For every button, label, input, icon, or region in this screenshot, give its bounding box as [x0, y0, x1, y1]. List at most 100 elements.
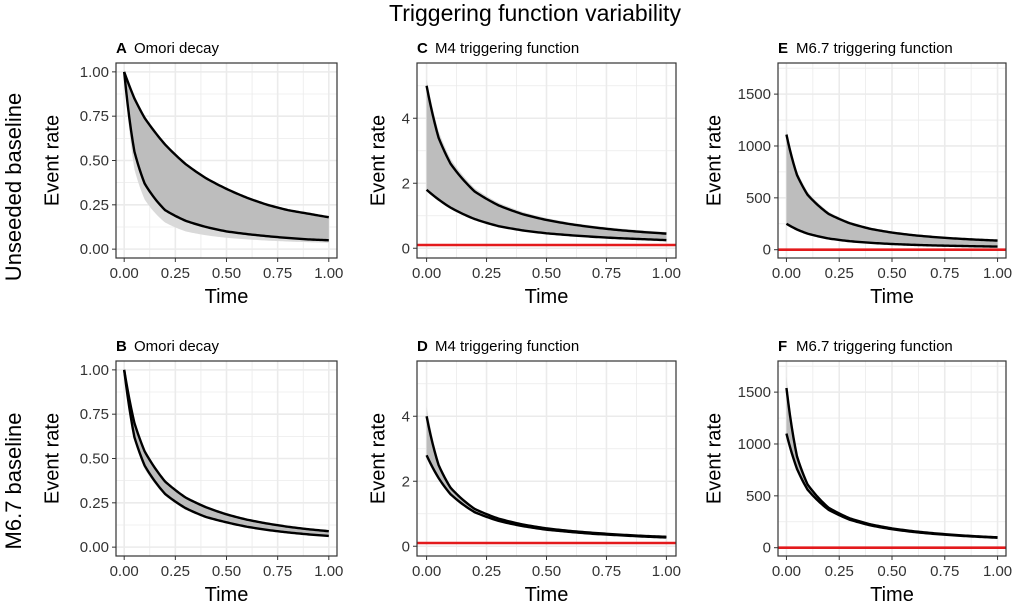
x-tick-label: 0.00 — [772, 265, 801, 282]
x-tick-label: 1.00 — [983, 563, 1012, 580]
panel-tag: F — [778, 338, 787, 355]
panel-tag: A — [116, 40, 127, 57]
upper-envelope-line — [123, 369, 329, 533]
panel-a: 0.00 0.25 0.50 0.75 1.00 0.00 0.25 0.50 0.75 1.00… — [41, 40, 343, 308]
y-tick-label: 500 — [746, 190, 771, 207]
x-tick-label: 0.00 — [412, 265, 441, 282]
panel-tag: C — [417, 40, 428, 57]
upper-envelope-line — [785, 134, 998, 242]
y-tick-label: 0.75 — [80, 108, 109, 125]
y-axis-title: Event rate — [703, 115, 725, 206]
panel-e: 0.00 0.25 0.50 0.75 1.00 0 500 1000 1500 Time Even… — [703, 40, 1012, 308]
panel-title: Omori decay — [134, 338, 220, 355]
y-tick-label: 1000 — [738, 436, 771, 453]
y-tick-label: 0 — [763, 242, 771, 259]
x-tick-label: 0.75 — [592, 265, 621, 282]
y-tick-label: 0.00 — [80, 539, 109, 556]
lower-envelope-line — [785, 433, 998, 539]
y-tick-label: 4 — [402, 110, 410, 127]
lower-envelope-line — [425, 188, 667, 242]
panel-title: M4 triggering function — [435, 40, 579, 57]
spread-light-area — [786, 129, 998, 247]
x-tick-label: 0.75 — [930, 563, 959, 580]
x-tick-label: 0.25 — [161, 265, 190, 282]
x-tick-label: 1.00 — [652, 265, 681, 282]
y-tick-label: 0 — [402, 538, 410, 555]
y-axis-title: Event rate — [41, 413, 63, 504]
x-tick-label: 1.00 — [314, 265, 343, 282]
panel-tag: D — [417, 338, 428, 355]
y-axis-title: Event rate — [368, 115, 390, 206]
panel-d: 0.00 0.25 0.50 0.75 1.00 0 2 4 Time Event rate D M4… — [368, 338, 681, 606]
panel-b: 0.00 0.25 0.50 0.75 1.00 0.00 0.25 0.50 0.75 1.00… — [41, 338, 343, 606]
y-tick-label: 1500 — [738, 384, 771, 401]
x-tick-label: 0.75 — [263, 563, 292, 580]
lower-envelope-line — [122, 369, 329, 538]
x-tick-label: 0.25 — [472, 265, 501, 282]
y-tick-label: 2 — [402, 473, 410, 490]
x-tick-label: 0.50 — [212, 265, 241, 282]
x-axis-title: Time — [525, 584, 569, 606]
figure-title: Triggering function variability — [389, 0, 681, 26]
upper-envelope-line — [425, 85, 667, 235]
y-axis-title: Event rate — [41, 115, 63, 206]
x-tick-label: 0.00 — [110, 265, 139, 282]
x-tick-label: 0.50 — [532, 265, 561, 282]
y-tick-label: 0 — [763, 540, 771, 557]
y-axis-title: Event rate — [703, 413, 725, 504]
y-tick-label: 0.50 — [80, 451, 109, 468]
x-tick-label: 1.00 — [314, 563, 343, 580]
spread-band — [426, 85, 667, 241]
x-tick-label: 0.25 — [825, 563, 854, 580]
lower-envelope-line — [122, 71, 329, 242]
x-axis-title: Time — [205, 584, 249, 606]
x-tick-label: 0.25 — [825, 265, 854, 282]
spread-band — [124, 71, 329, 241]
y-tick-label: 1500 — [738, 86, 771, 103]
row-label-m67: M6.7 baseline — [1, 413, 26, 550]
x-tick-label: 0.50 — [877, 563, 906, 580]
x-axis-title: Time — [870, 584, 914, 606]
x-tick-label: 0.25 — [472, 563, 501, 580]
upper-envelope-line — [123, 71, 330, 219]
x-tick-label: 1.00 — [983, 265, 1012, 282]
panel-title: M4 triggering function — [435, 338, 579, 355]
y-tick-label: 0.50 — [80, 153, 109, 170]
x-tick-label: 0.25 — [161, 563, 190, 580]
spread-band — [124, 369, 329, 536]
panel-c: 0.00 0.25 0.50 0.75 1.00 0 2 4 Time Event rate C M4… — [368, 40, 681, 308]
lower-envelope-line — [425, 454, 667, 539]
y-tick-label: 0.25 — [80, 197, 109, 214]
x-tick-label: 0.50 — [212, 563, 241, 580]
x-tick-label: 0.00 — [772, 563, 801, 580]
y-axis-title: Event rate — [368, 413, 390, 504]
y-tick-label: 0.75 — [80, 406, 109, 423]
x-tick-label: 0.75 — [930, 265, 959, 282]
x-axis-title: Time — [525, 286, 569, 308]
panel-title: M6.7 triggering function — [796, 338, 953, 355]
y-tick-label: 1000 — [738, 138, 771, 155]
x-tick-label: 0.50 — [532, 563, 561, 580]
x-axis-title: Time — [870, 286, 914, 308]
x-tick-label: 0.00 — [110, 563, 139, 580]
x-tick-label: 0.75 — [592, 563, 621, 580]
x-tick-label: 0.75 — [263, 265, 292, 282]
y-tick-label: 1.00 — [80, 64, 109, 81]
x-tick-label: 0.00 — [412, 563, 441, 580]
x-tick-label: 0.50 — [877, 265, 906, 282]
panel-tag: E — [778, 40, 788, 57]
y-tick-label: 0 — [402, 240, 410, 257]
y-tick-label: 500 — [746, 488, 771, 505]
lower-envelope-line — [785, 222, 998, 248]
y-tick-label: 1.00 — [80, 362, 109, 379]
y-tick-label: 4 — [402, 408, 410, 425]
y-tick-label: 0.25 — [80, 495, 109, 512]
panel-title: M6.7 triggering function — [796, 40, 953, 57]
row-label-unseeded: Unseeded baseline — [1, 93, 26, 281]
panel-tag: B — [116, 338, 127, 355]
y-tick-label: 0.00 — [80, 241, 109, 258]
x-tick-label: 1.00 — [652, 563, 681, 580]
panel-f: 0.00 0.25 0.50 0.75 1.00 0 500 1000 1500 Time Even… — [703, 338, 1012, 606]
panel-title: Omori decay — [134, 40, 220, 57]
